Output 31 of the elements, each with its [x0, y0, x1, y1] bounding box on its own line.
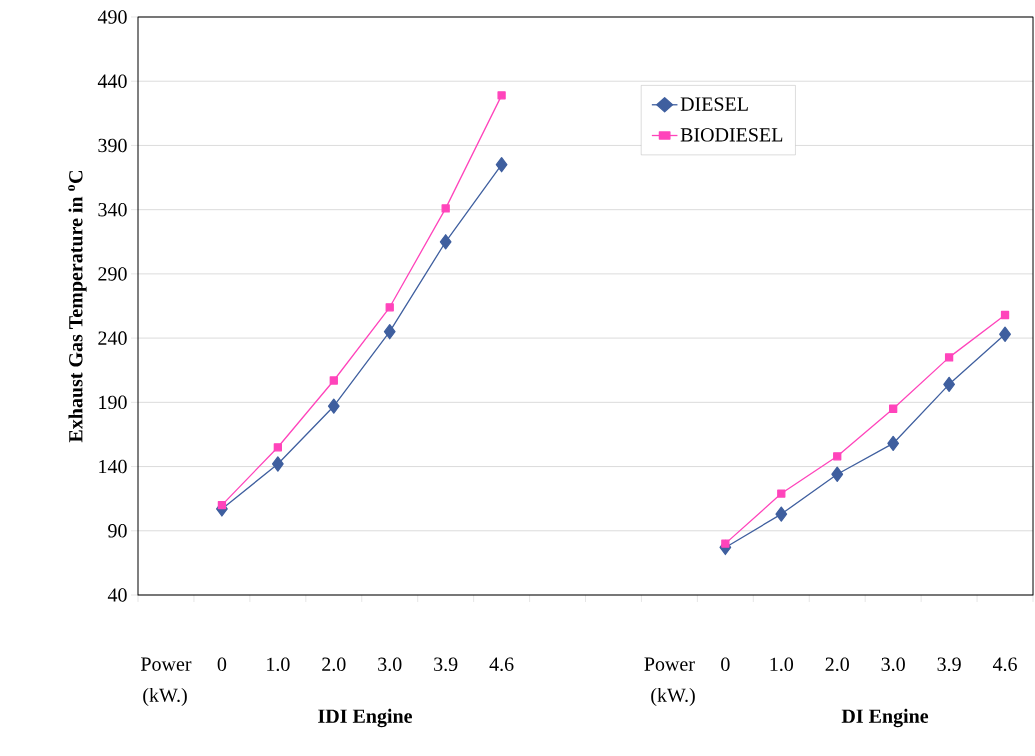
y-tick-label: 290	[98, 267, 127, 281]
x-tick-label: 1.0	[770, 657, 794, 672]
text: DI Engine	[841, 708, 929, 728]
x-tick-label: Power	[644, 657, 695, 671]
x-tick-label: 2.0	[322, 657, 346, 672]
text: (kW.)	[651, 687, 695, 707]
y-tick-label: 140	[99, 459, 127, 474]
legend-label: DIESEL	[680, 97, 748, 111]
y-tick-label: 190	[99, 395, 127, 410]
y-axis-title: Exhaust Gas Temperature in $^{o}$C	[68, 170, 87, 443]
x-tick-label: 0	[217, 657, 227, 672]
y-tick-label: 440	[97, 74, 127, 88]
x-tick-label: 2.0	[825, 657, 849, 672]
text: IDI Engine	[318, 708, 412, 728]
y-tick-label: 490	[97, 10, 127, 24]
text: (kW.)	[143, 687, 187, 707]
x-tick-label: 4.6	[992, 657, 1017, 672]
x-tick-label: 4.6	[489, 657, 514, 672]
y-tick-label: 240	[98, 331, 127, 345]
y-tick-label: 90	[108, 524, 127, 538]
y-tick-label: 340	[98, 202, 127, 217]
legend-label: BIODIESEL	[680, 128, 783, 142]
x-tick-label: 3.9	[937, 657, 961, 672]
y-tick-label: 40	[107, 588, 127, 602]
x-tick-label: Power	[141, 657, 192, 671]
x-tick-label: 0	[721, 657, 730, 672]
x-tick-label: 3.0	[378, 657, 402, 672]
y-tick-label: 390	[98, 138, 127, 153]
x-tick-label: 3.0	[881, 657, 905, 672]
x-tick-label: 1.0	[267, 657, 290, 672]
x-tick-label: 3.9	[434, 657, 458, 672]
